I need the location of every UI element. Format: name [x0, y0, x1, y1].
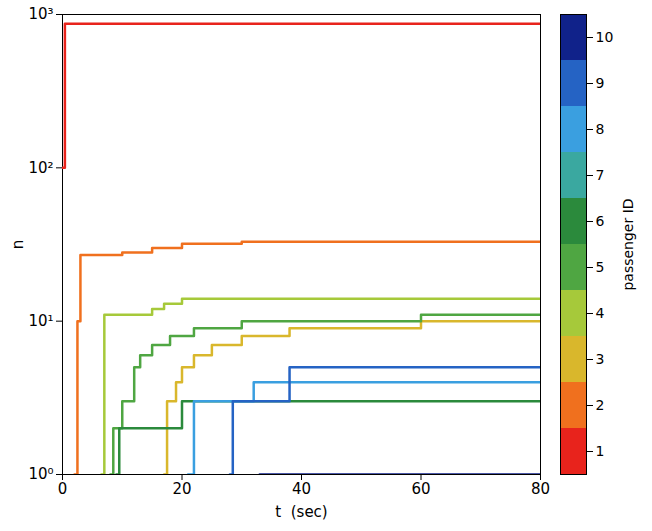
svg-text:10: 10 [596, 29, 614, 45]
svg-text:10⁰: 10⁰ [28, 465, 53, 483]
svg-text:6: 6 [596, 213, 605, 229]
svg-text:0: 0 [58, 480, 68, 498]
svg-text:20: 20 [172, 480, 191, 498]
svg-text:3: 3 [596, 351, 605, 367]
svg-text:10²: 10² [28, 159, 53, 177]
svg-text:1: 1 [596, 443, 605, 459]
svg-text:8: 8 [596, 121, 605, 137]
svg-text:4: 4 [596, 305, 605, 321]
svg-text:10¹: 10¹ [28, 312, 53, 330]
svg-text:t (sec): t (sec) [275, 503, 327, 521]
svg-text:n: n [9, 240, 27, 250]
svg-text:60: 60 [411, 480, 430, 498]
svg-text:10³: 10³ [28, 5, 53, 23]
svg-text:passenger ID: passenger ID [620, 198, 636, 290]
svg-text:9: 9 [596, 75, 605, 91]
svg-text:5: 5 [596, 259, 605, 275]
svg-text:40: 40 [292, 480, 311, 498]
svg-text:80: 80 [531, 480, 550, 498]
svg-text:7: 7 [596, 167, 605, 183]
svg-text:2: 2 [596, 397, 605, 413]
